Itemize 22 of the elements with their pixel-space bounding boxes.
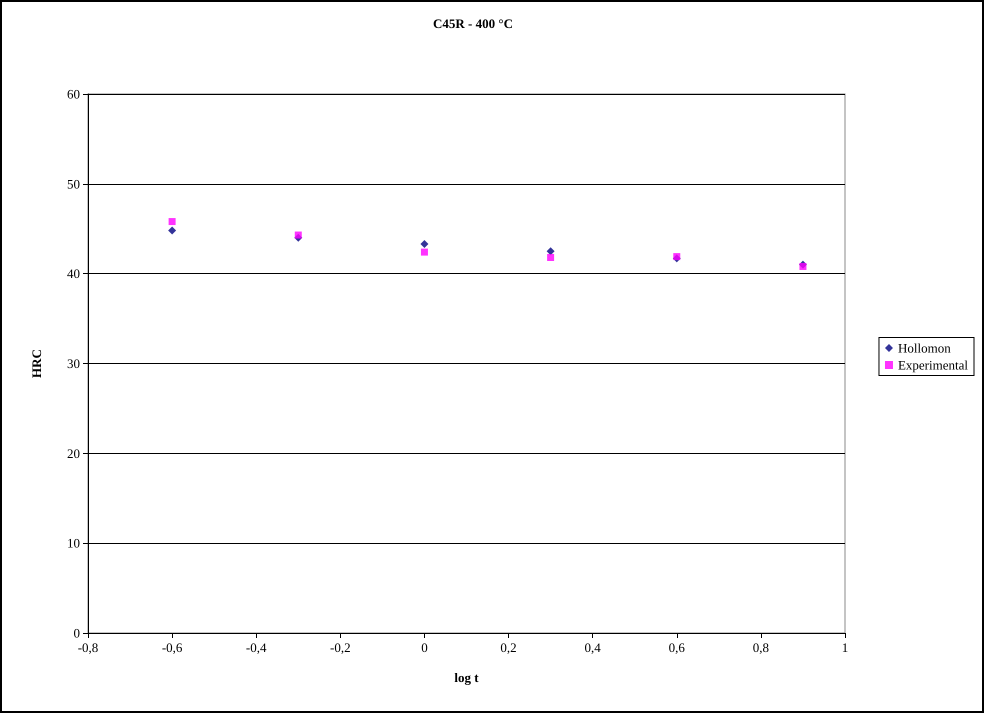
- x-tick-label: 0,2: [500, 640, 517, 655]
- chart-title: C45R - 400 °C: [433, 16, 513, 31]
- y-tick-label: 20: [67, 446, 80, 461]
- x-tick-label: 0,8: [752, 640, 770, 655]
- legend-label: Hollomon: [898, 340, 952, 356]
- x-tick-label: 0,4: [584, 640, 602, 655]
- y-tick-label: 50: [67, 176, 80, 192]
- x-tick-label: 0: [421, 640, 428, 655]
- y-tick-label: 10: [67, 536, 80, 551]
- y-tick-label: 0: [74, 626, 80, 640]
- x-tick-label: -0,8: [78, 640, 98, 655]
- x-tick-label: 0,6: [668, 640, 686, 655]
- x-tick-label: -0,2: [330, 640, 351, 655]
- y-axis-title: HRC: [29, 349, 44, 378]
- x-axis-title: log t: [454, 670, 480, 685]
- y-tick-label: 40: [67, 266, 80, 282]
- x-tick-label: -0,4: [246, 640, 268, 655]
- x-tick-label: -0,6: [162, 640, 183, 655]
- legend-label: Experimental: [898, 358, 968, 372]
- y-tick-label: 30: [67, 356, 80, 371]
- x-tick-label: 1: [842, 640, 848, 655]
- y-tick-label: 60: [67, 86, 80, 102]
